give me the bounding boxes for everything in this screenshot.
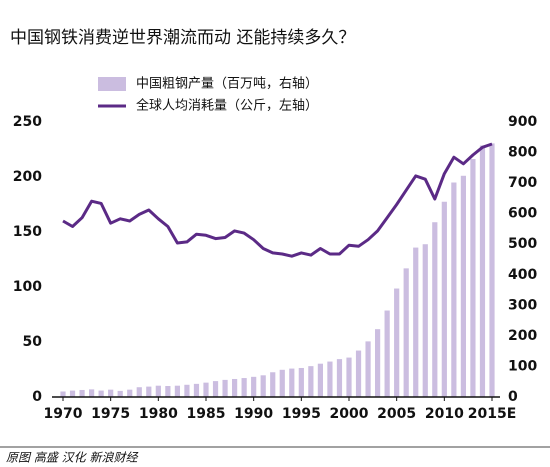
bar: [413, 247, 419, 397]
bar: [441, 201, 447, 397]
bar: [127, 389, 133, 397]
bar: [346, 357, 352, 397]
bar: [203, 382, 209, 397]
y2-tick-label: 300: [508, 297, 537, 313]
y-tick-label: 250: [13, 114, 42, 130]
y-tick-label: 50: [23, 334, 43, 350]
bar: [193, 383, 200, 397]
bar: [384, 310, 390, 397]
bar: [89, 389, 95, 397]
x-tick-label: 1970: [44, 406, 83, 422]
x-tick-label: 2005: [377, 406, 416, 422]
bar: [355, 350, 362, 397]
chart-title: 中国钢铁消费逆世界潮流而动 还能持续多久？: [10, 28, 355, 48]
bar: [165, 386, 171, 397]
bar: [308, 366, 314, 397]
bar: [489, 143, 495, 397]
bar: [108, 389, 114, 397]
bar: [479, 145, 486, 397]
bar: [174, 385, 180, 397]
y2-tick-label: 100: [508, 358, 537, 374]
bar: [460, 175, 466, 397]
bar: [155, 385, 161, 397]
bar: [375, 329, 381, 397]
bar: [451, 182, 457, 397]
x-tick-label: 1985: [187, 406, 226, 422]
line: [62, 142, 493, 258]
bar: [289, 368, 295, 397]
y2-tick-label: 0: [508, 389, 518, 405]
bar: [365, 341, 371, 397]
bar: [232, 378, 238, 397]
y2-tick-label: 200: [508, 328, 537, 344]
bar: [241, 378, 247, 397]
legend-label: 全球人均消耗量（公斤，左轴）: [136, 98, 318, 114]
bar: [270, 372, 276, 397]
y2-tick-label: 500: [508, 236, 537, 252]
bar: [184, 384, 190, 397]
y-tick-label: 100: [13, 279, 42, 295]
bar: [98, 390, 104, 397]
x-tick-label: 2010: [425, 406, 464, 422]
source: 原图 高盛 汉化 新浪财经: [6, 451, 139, 465]
bar: [69, 390, 76, 397]
y2-tick-label: 900: [508, 114, 537, 130]
bar: [403, 268, 409, 397]
x-tick-label: 1995: [282, 406, 321, 422]
y-tick-label: 200: [13, 169, 42, 185]
bar: [146, 386, 152, 397]
bar: [298, 367, 304, 397]
bar: [432, 222, 438, 397]
bar: [279, 369, 285, 397]
bar: [136, 387, 142, 397]
bar: [470, 158, 476, 397]
bar: [222, 379, 228, 397]
y2-tick-label: 700: [508, 175, 537, 191]
y2-tick-label: 600: [508, 206, 537, 222]
bar: [60, 391, 66, 397]
bar: [422, 244, 428, 397]
bar: [317, 363, 323, 397]
bar: [251, 376, 257, 397]
y-tick-label: 0: [32, 389, 42, 405]
bar: [212, 381, 219, 397]
bar: [260, 375, 266, 397]
bar: [79, 389, 85, 397]
x-tick-label: 2000: [330, 406, 369, 422]
bar: [327, 361, 333, 397]
x-tick-label: 1980: [139, 406, 178, 422]
y2-tick-label: 800: [508, 145, 537, 161]
y2-tick-label: 400: [508, 267, 537, 283]
y-tick-label: 150: [13, 224, 42, 240]
x-tick-label: 1990: [234, 406, 273, 422]
bar: [336, 359, 343, 397]
bar: [394, 288, 400, 397]
bar: [117, 390, 123, 397]
x-tick-label: 2015E: [468, 406, 517, 422]
legend-swatch: [98, 77, 126, 91]
legend-label: 中国粗钢产量（百万吨，右轴）: [136, 77, 318, 92]
x-tick-label: 1975: [91, 406, 130, 422]
